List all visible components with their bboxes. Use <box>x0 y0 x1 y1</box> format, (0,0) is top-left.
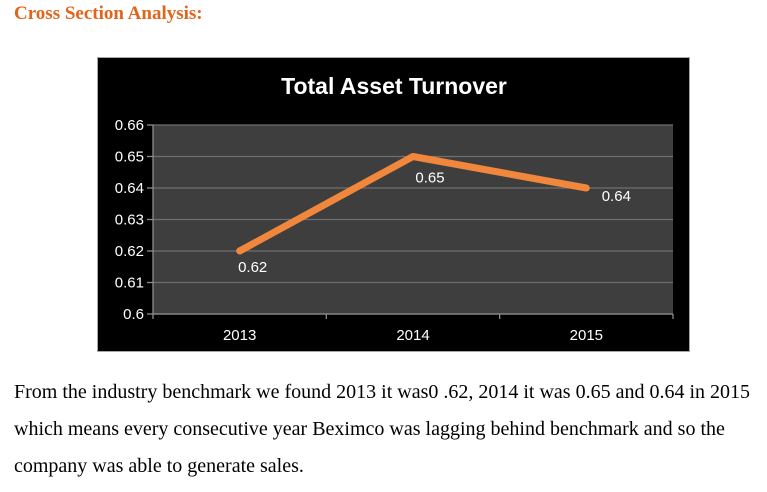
y-tick-label: 0.61 <box>115 275 144 292</box>
y-tick-label: 0.64 <box>115 180 144 197</box>
x-category-label: 2013 <box>223 327 256 344</box>
turnover-series-line <box>236 153 590 255</box>
data-point-label: 0.62 <box>238 259 267 276</box>
x-category-label: 2014 <box>396 327 429 344</box>
data-point-label: 0.64 <box>602 188 631 205</box>
paragraph-line: which means every consecutive year Bexim… <box>14 418 725 440</box>
y-tick-label: 0.66 <box>115 117 144 134</box>
total-asset-turnover-chart: Total Asset Turnover 0.66 0.65 0.64 0.63 0.62… <box>97 57 690 352</box>
x-category-label: 2015 <box>570 327 603 344</box>
y-tick-label: 0.63 <box>115 212 144 229</box>
paragraph-line: From the industry benchmark we found 201… <box>14 381 751 403</box>
y-tick-label: 0.62 <box>115 243 144 260</box>
y-tick-label: 0.65 <box>115 149 144 166</box>
section-heading: Cross Section Analysis: <box>14 3 203 24</box>
chart-title: Total Asset Turnover <box>281 73 507 99</box>
y-tick-label: 0.6 <box>123 306 144 323</box>
data-point-label: 0.65 <box>415 170 444 187</box>
paragraph-line: company was able to generate sales. <box>14 455 304 477</box>
chart-canvas: Total Asset Turnover0.660.650.640.630.62… <box>115 73 674 344</box>
